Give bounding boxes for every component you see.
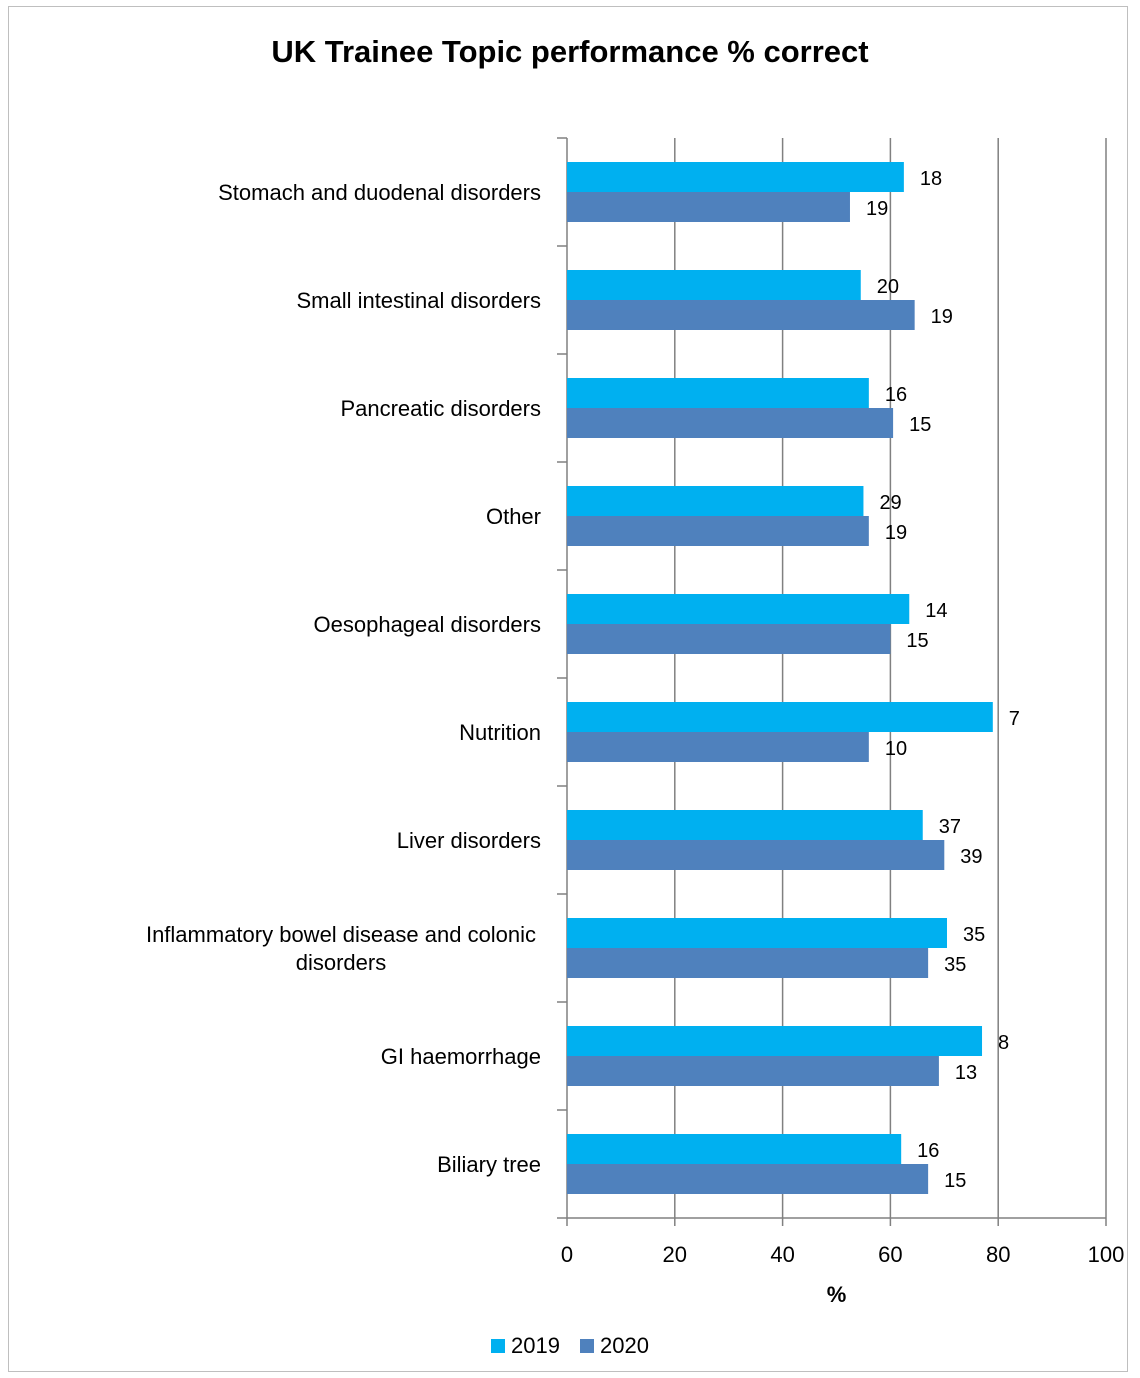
category-label: Biliary tree [437,1152,541,1177]
bar-2020 [567,408,894,438]
data-label-2020: 10 [885,738,907,760]
bar-2020 [567,948,929,978]
data-label-2020: 19 [866,198,888,220]
data-label-2019: 7 [1009,708,1020,730]
bar-2020 [567,300,915,330]
data-label-2020: 35 [944,954,966,976]
data-label-2019: 37 [939,816,961,838]
bar-2019 [567,378,869,408]
data-label-2020: 19 [885,522,907,544]
bar-2019 [567,918,947,948]
bar-2020 [567,624,891,654]
x-tick-label: 100 [1088,1242,1125,1267]
category-label: Inflammatory bowel disease and colonic di… [146,922,536,975]
bar-2019 [567,1134,902,1164]
bar-2019 [567,486,864,516]
data-label-2020: 15 [906,630,928,652]
x-tick-label: 20 [663,1242,687,1267]
legend-item-2019: 2019 [491,1333,560,1359]
chart-frame [8,6,1128,1372]
data-label-2020: 39 [960,846,982,868]
bar-2019 [567,1026,983,1056]
bar-2019 [567,702,993,732]
data-label-2019: 16 [885,384,907,406]
legend-item-2020: 2020 [580,1333,649,1359]
x-tick-label: 40 [770,1242,794,1267]
x-tick-label: 80 [986,1242,1010,1267]
legend-label-2019: 2019 [511,1333,560,1358]
legend-swatch-2020 [580,1339,594,1353]
data-label-2019: 29 [879,492,901,514]
bar-2020 [567,192,850,222]
data-label-2019: 20 [877,276,899,298]
chart-title: UK Trainee Topic performance % correct [271,34,869,69]
x-tick-label: 60 [878,1242,902,1267]
category-label: Other [486,504,541,529]
bar-2020 [567,1164,929,1194]
legend: 2019 2020 [0,1333,1140,1359]
data-label-2019: 35 [963,924,985,946]
bar-2020 [567,840,945,870]
data-label-2019: 18 [920,168,942,190]
category-label: Small intestinal disorders [296,288,541,313]
data-label-2019: 16 [917,1140,939,1162]
data-label-2020: 15 [909,414,931,436]
bar-2020 [567,732,869,762]
bar-2020 [567,1056,939,1086]
bar-2019 [567,810,923,840]
x-axis-title: % [827,1282,847,1307]
category-label: Nutrition [459,720,541,745]
x-tick-label: 0 [561,1242,573,1267]
legend-label-2020: 2020 [600,1333,649,1358]
category-label: Liver disorders [397,828,541,853]
bar-2019 [567,594,910,624]
bar-2020 [567,516,869,546]
legend-swatch-2019 [491,1339,506,1353]
category-label: Pancreatic disorders [340,396,541,421]
category-label: Stomach and duodenal disorders [218,180,541,205]
category-label: GI haemorrhage [381,1044,541,1069]
data-label-2019: 8 [998,1032,1009,1054]
data-label-2019: 14 [925,600,947,622]
category-label: Oesophageal disorders [314,612,541,637]
bar-2019 [567,270,861,300]
data-label-2020: 19 [931,306,953,328]
data-label-2020: 15 [944,1170,966,1192]
bar-2019 [567,162,904,192]
data-label-2020: 13 [955,1062,977,1084]
